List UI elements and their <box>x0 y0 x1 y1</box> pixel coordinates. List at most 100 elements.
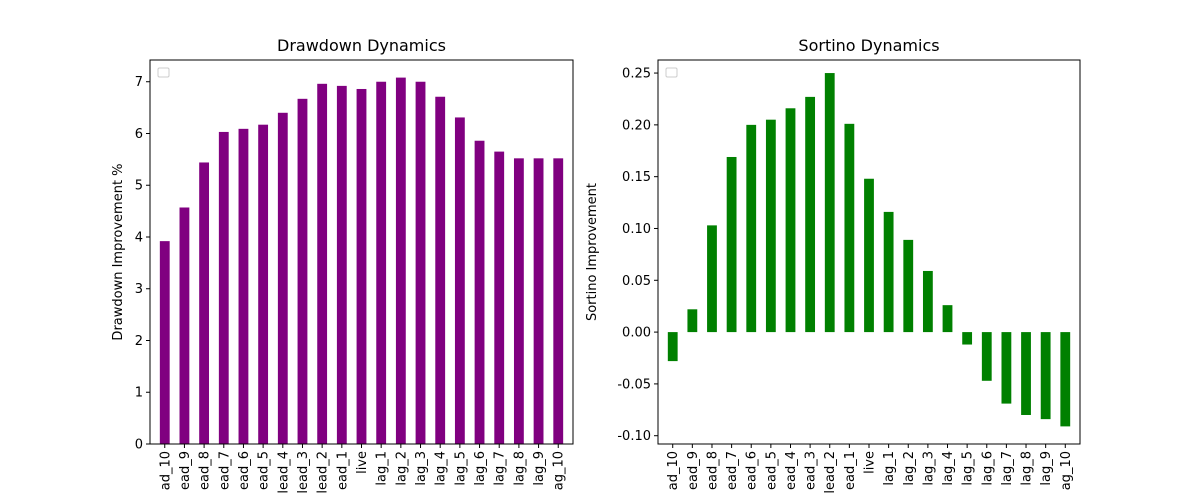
bar-lag_3 <box>923 271 933 332</box>
y-tick-label: 4 <box>135 230 143 245</box>
bar-lead_10 <box>668 332 678 361</box>
x-tick-label: ead_7 <box>725 451 740 490</box>
x-tick-label: ag_10 <box>1059 451 1074 490</box>
x-tick-label: ead_9 <box>686 451 701 490</box>
y-tick-label: 0.00 <box>622 326 651 341</box>
x-tick-label: lag_1 <box>882 451 897 486</box>
x-tick-label: lag_3 <box>921 451 936 486</box>
x-tick-label: lag_5 <box>961 451 976 486</box>
legend-box <box>158 68 169 77</box>
x-tick-label: lag_8 <box>1020 451 1035 486</box>
y-tick-label: 0.25 <box>622 67 651 82</box>
x-tick-label: lag_6 <box>473 451 488 486</box>
x-tick-label: live <box>355 451 370 474</box>
bar-lead_9 <box>687 309 697 332</box>
x-tick-label: ead_9 <box>178 451 193 490</box>
x-tick-label: lag_9 <box>1039 451 1054 486</box>
x-axis-ticks: ad_10 ead_9 ead_8 ead_7 ead_6 ead_5 lead_4 lead… <box>158 444 566 494</box>
x-tick-label: ead_6 <box>237 451 252 490</box>
x-tick-label: lag_4 <box>434 451 449 486</box>
y-axis-ticks: 0 1 2 3 4 5 6 7 <box>135 75 150 452</box>
x-tick-label: lag_2 <box>902 451 917 486</box>
x-tick-label: lag_4 <box>941 451 956 486</box>
bar-lead_4 <box>786 108 796 332</box>
x-tick-label: ead_1 <box>335 451 350 490</box>
x-tick-label: ead_1 <box>843 451 858 490</box>
x-tick-label: lead_2 <box>316 451 331 494</box>
bar-lag_1 <box>884 212 894 332</box>
bar-lead_4 <box>278 113 288 444</box>
bar-lag_7 <box>494 152 504 444</box>
bar-lag_8 <box>514 158 524 444</box>
chart-title: Sortino Dynamics <box>798 36 939 55</box>
bar-lead_8 <box>707 225 717 332</box>
bar-lead_2 <box>825 73 835 332</box>
bar-lag_6 <box>982 332 992 381</box>
bar-lead_1 <box>844 124 854 332</box>
bar-lag_6 <box>475 141 485 444</box>
y-tick-label: 0.20 <box>622 118 651 133</box>
bar-live <box>357 89 367 444</box>
bar-lag_7 <box>1001 332 1011 403</box>
x-tick-label: lag_5 <box>453 451 468 486</box>
bar-lead_10 <box>160 241 170 444</box>
y-tick-label: 6 <box>135 127 143 142</box>
x-tick-label: lag_8 <box>512 451 527 486</box>
bar-lag_4 <box>943 305 953 332</box>
bar-lead_9 <box>180 207 190 444</box>
y-axis-label: Drawdown Improvement % <box>111 163 126 340</box>
bar-lead_5 <box>766 120 776 332</box>
bar-lag_9 <box>1041 332 1051 419</box>
bar-lead_5 <box>258 125 268 444</box>
y-tick-label: -0.05 <box>617 377 651 392</box>
bar-lag_10 <box>553 158 563 444</box>
bar-lag_5 <box>455 117 465 444</box>
x-tick-label: lag_3 <box>414 451 429 486</box>
y-tick-label: 2 <box>135 334 143 349</box>
x-tick-label: ead_5 <box>764 451 779 490</box>
x-tick-label: ead_5 <box>257 451 272 490</box>
x-tick-label: lead_2 <box>823 451 838 494</box>
bar-series <box>160 78 563 444</box>
bar-lead_7 <box>727 157 737 332</box>
bar-lag_5 <box>962 332 972 344</box>
x-tick-label: ead_8 <box>705 451 720 490</box>
y-tick-label: 0.10 <box>622 222 651 237</box>
x-tick-label: lead_3 <box>296 451 311 494</box>
y-axis-ticks: -0.10 -0.05 0.00 0.05 0.10 0.15 0.20 0.25 <box>617 67 658 445</box>
y-tick-label: 3 <box>135 282 143 297</box>
bar-lead_2 <box>317 84 327 444</box>
y-tick-label: 1 <box>135 386 143 401</box>
y-tick-label: 0.05 <box>622 274 651 289</box>
bar-lead_7 <box>219 132 229 444</box>
bar-lag_1 <box>376 82 386 444</box>
y-tick-label: 7 <box>135 75 143 90</box>
bar-lag_9 <box>534 158 544 444</box>
y-tick-label: 0.15 <box>622 170 651 185</box>
bar-lead_6 <box>746 125 756 332</box>
y-tick-label: 5 <box>135 179 143 194</box>
x-tick-label: ead_8 <box>198 451 213 490</box>
x-tick-label: lag_6 <box>980 451 995 486</box>
bar-lag_2 <box>396 78 406 444</box>
x-tick-label: lag_9 <box>532 451 547 486</box>
x-tick-label: lag_7 <box>493 451 508 486</box>
bar-live <box>864 179 874 332</box>
bar-lead_8 <box>199 162 209 444</box>
bar-lag_8 <box>1021 332 1031 415</box>
bar-lag_10 <box>1060 332 1070 426</box>
x-tick-label: lead_4 <box>276 451 291 494</box>
bar-lag_3 <box>416 82 426 444</box>
figure: Drawdown Dynamics01234567ad_10 ead_9 ead_8… <box>0 0 1200 499</box>
x-tick-label: lag_1 <box>375 451 390 486</box>
bar-lead_6 <box>239 129 249 444</box>
y-tick-label: 0 <box>135 438 143 453</box>
bar-lead_1 <box>337 86 347 444</box>
chart-drawdown: Drawdown Dynamics 0 1 2 3 4 5 6 7 ad_10 ead_9 ead_8… <box>111 36 573 494</box>
x-tick-label: ead_6 <box>745 451 760 490</box>
bar-lead_3 <box>298 99 308 444</box>
x-tick-label: ead_7 <box>217 451 232 490</box>
bar-lag_2 <box>903 240 913 332</box>
legend-box <box>666 68 677 77</box>
y-tick-label: -0.10 <box>617 429 651 444</box>
